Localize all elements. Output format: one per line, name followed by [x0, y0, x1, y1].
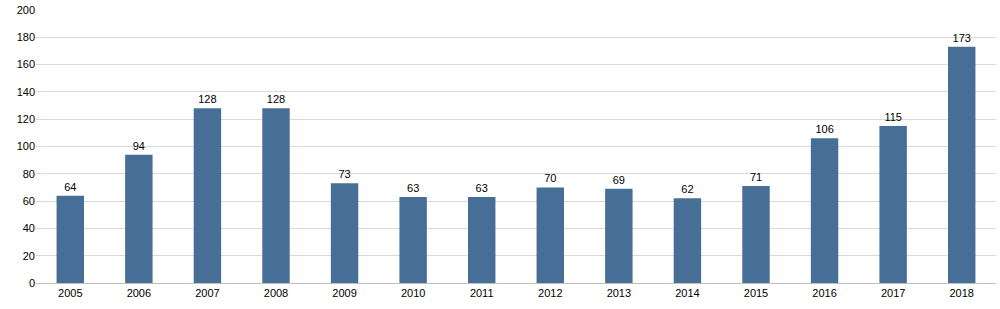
svg-text:180: 180 — [17, 31, 35, 43]
svg-text:128: 128 — [198, 93, 216, 105]
svg-text:100: 100 — [17, 140, 35, 152]
svg-text:0: 0 — [29, 277, 35, 289]
svg-text:200: 200 — [17, 4, 35, 16]
svg-text:69: 69 — [613, 174, 625, 186]
svg-text:2012: 2012 — [538, 287, 562, 299]
svg-text:63: 63 — [407, 182, 419, 194]
svg-text:2016: 2016 — [812, 287, 836, 299]
svg-text:2011: 2011 — [470, 287, 494, 299]
svg-text:2018: 2018 — [949, 287, 973, 299]
svg-text:2005: 2005 — [58, 287, 82, 299]
svg-text:115: 115 — [884, 111, 902, 123]
svg-text:2006: 2006 — [127, 287, 151, 299]
svg-text:40: 40 — [23, 222, 35, 234]
svg-text:2017: 2017 — [881, 287, 905, 299]
svg-text:128: 128 — [267, 93, 285, 105]
svg-text:20: 20 — [23, 250, 35, 262]
svg-text:71: 71 — [750, 171, 762, 183]
svg-text:64: 64 — [64, 181, 76, 193]
svg-text:60: 60 — [23, 195, 35, 207]
svg-text:2015: 2015 — [744, 287, 768, 299]
svg-text:2007: 2007 — [195, 287, 219, 299]
svg-text:2009: 2009 — [332, 287, 356, 299]
svg-text:120: 120 — [17, 113, 35, 125]
svg-text:140: 140 — [17, 86, 35, 98]
svg-text:94: 94 — [133, 140, 145, 152]
svg-text:173: 173 — [953, 32, 971, 44]
svg-text:2013: 2013 — [607, 287, 631, 299]
svg-text:63: 63 — [476, 182, 488, 194]
svg-text:2010: 2010 — [401, 287, 425, 299]
svg-text:80: 80 — [23, 168, 35, 180]
svg-text:70: 70 — [544, 172, 556, 184]
svg-text:2008: 2008 — [264, 287, 288, 299]
svg-text:160: 160 — [17, 58, 35, 70]
svg-text:73: 73 — [338, 168, 350, 180]
svg-text:62: 62 — [681, 183, 693, 195]
svg-text:106: 106 — [815, 123, 833, 135]
svg-text:2014: 2014 — [675, 287, 699, 299]
